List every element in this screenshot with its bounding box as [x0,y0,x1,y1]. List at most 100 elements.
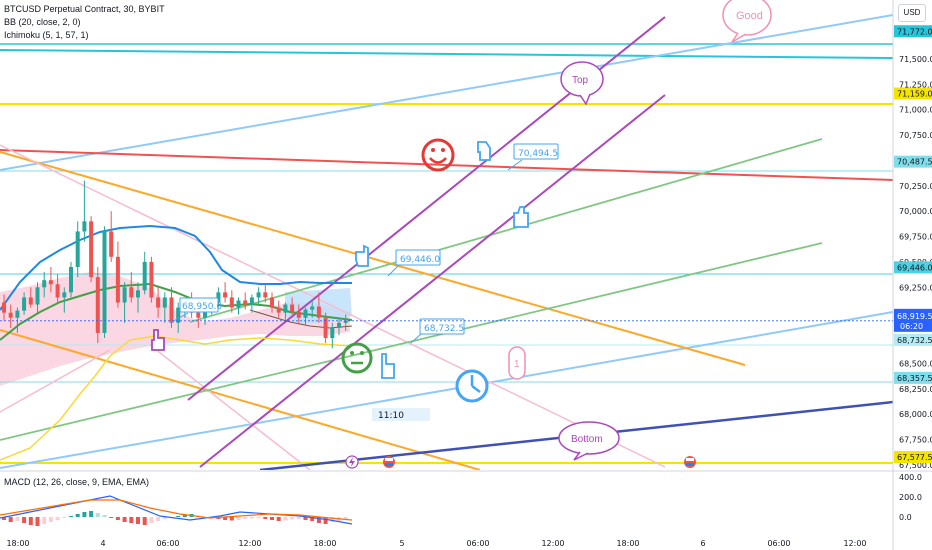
callout-bottom[interactable]: Bottom [558,421,620,461]
clock-icon[interactable] [455,369,489,403]
hand-pointer-icon-3[interactable] [477,141,491,161]
candle-body[interactable] [89,221,94,278]
candle-body[interactable] [310,306,315,310]
symbol-legend[interactable]: BTCUSD Perpetual Contract, 30, BYBIT [4,4,165,14]
macd-legend[interactable]: MACD (12, 26, close, 9, EMA, EMA) [4,477,150,487]
time-tick-label: 06:00 [156,539,179,548]
candle-body[interactable] [156,297,161,308]
candle-body[interactable] [203,310,207,318]
candle-body[interactable] [243,300,248,305]
candle-body[interactable] [82,221,87,232]
candle-body[interactable] [35,287,40,305]
candle-body[interactable] [122,287,127,303]
candle-body[interactable] [176,307,181,323]
candle-body[interactable] [115,256,120,303]
candle-body[interactable] [69,266,73,293]
candle-body[interactable] [216,292,221,303]
candle-body[interactable] [270,297,274,308]
candle-body[interactable] [296,311,301,318]
candle-body[interactable] [22,297,27,311]
level-price-tag[interactable] [894,333,932,346]
ichimoku-legend[interactable]: Ichimoku (5, 1, 57, 1) [4,30,89,40]
callout-good[interactable]: Good [722,0,772,43]
candle-body[interactable] [196,312,201,318]
candle-body[interactable] [223,292,228,298]
trendline-purple-2[interactable] [199,94,666,468]
trendline-pink-3[interactable] [149,344,311,470]
candle-body[interactable] [48,280,53,285]
trendline-blue-upper[interactable] [0,14,893,171]
trendline-green-upper[interactable] [189,138,823,323]
level-price-tag[interactable] [894,261,932,274]
level-price-tag[interactable] [894,25,932,38]
callout-one[interactable]: 1 [508,346,526,380]
hand-pointer-icon-1[interactable] [151,329,165,351]
candle-body[interactable] [276,307,281,313]
candle-body[interactable] [236,300,241,308]
trendline-orange-lower[interactable] [0,329,481,470]
candle-body[interactable] [102,231,107,333]
candle-body[interactable] [136,290,140,298]
candle-body[interactable] [316,306,321,318]
note-box-68950[interactable] [179,297,219,313]
level-price-tag[interactable] [894,87,932,100]
candle-body[interactable] [330,327,335,339]
candle-body[interactable] [283,304,288,313]
candle-body[interactable] [290,304,295,312]
level-price-tag[interactable] [894,451,932,464]
last-price-tag[interactable] [894,308,932,332]
price-tick-label: 67,750.0 [899,436,932,445]
bb-legend[interactable]: BB (20, close, 2, 0) [4,17,81,27]
candle-body[interactable] [2,302,6,313]
candle-body[interactable] [109,231,114,257]
candle-body[interactable] [162,297,167,308]
trendline-red[interactable] [0,149,893,181]
candle-body[interactable] [142,261,147,291]
level-price-tag[interactable] [894,155,932,168]
candle-body[interactable] [28,297,33,305]
event-marker-flag-icon-1[interactable] [383,456,395,468]
trendline-blue-lower[interactable] [0,311,893,469]
candle-body[interactable] [343,320,348,323]
note-box-69446[interactable] [395,249,441,266]
candle-body[interactable] [303,309,308,318]
callout-top[interactable]: Top [560,61,604,106]
candle-body[interactable] [62,292,67,298]
candle-body[interactable] [229,297,234,308]
candle-body[interactable] [75,231,80,267]
candle-body[interactable] [337,322,341,328]
candle-body[interactable] [8,312,13,318]
candle-body[interactable] [149,261,154,298]
trendline-cyan-top[interactable] [0,49,893,59]
macd-histogram-bar [243,517,248,519]
trendline-pink-2[interactable] [0,349,111,413]
hand-pointer-icon-4[interactable] [513,206,529,228]
trendline-pink[interactable] [0,144,666,468]
event-marker-lightning-icon[interactable] [345,455,359,469]
candle-body[interactable] [55,284,60,298]
event-marker-flag-icon-2[interactable] [684,456,696,468]
candle-body[interactable] [256,292,261,298]
hand-pointer-icon-5[interactable] [381,353,395,379]
candle-body[interactable] [249,297,254,305]
trendline-green-middle[interactable] [0,242,823,441]
candle-body[interactable] [323,317,328,339]
smiley-red-icon[interactable] [421,138,455,172]
candle-body[interactable] [15,310,20,318]
candle-body[interactable] [263,292,268,298]
candle-body[interactable] [95,277,100,333]
time-marker-box[interactable] [372,408,430,421]
hand-pointer-icon-2[interactable] [355,244,369,267]
trendline-orange-upper[interactable] [0,151,746,366]
macd-histogram-bar [236,517,241,520]
neutral-face-green-icon[interactable] [341,342,373,374]
currency-button[interactable]: USD [898,4,926,22]
candle-body[interactable] [129,287,134,298]
candle-body[interactable] [169,297,174,323]
macd-histogram-bar [55,517,60,520]
level-price-tag[interactable] [894,371,932,384]
candle-body[interactable] [42,280,47,288]
note-box-68732[interactable] [419,318,465,335]
note-box-70494[interactable] [513,143,559,160]
